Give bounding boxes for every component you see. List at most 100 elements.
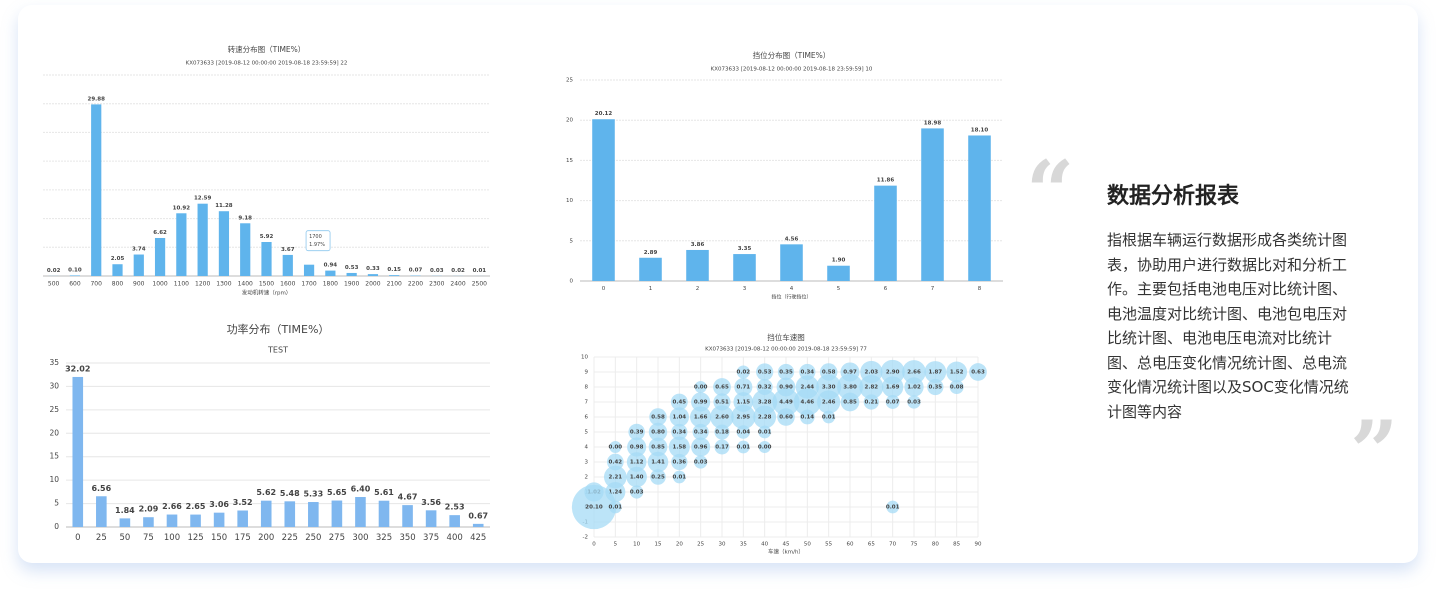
bar bbox=[355, 497, 366, 527]
bubble bbox=[736, 365, 750, 379]
bar bbox=[240, 223, 251, 276]
y-tick-label: 30 bbox=[49, 381, 59, 390]
x-tick-label: 700 bbox=[90, 281, 102, 288]
bar bbox=[827, 265, 850, 281]
x-tick-label: 15 bbox=[655, 542, 662, 548]
bubble-label: 0.85 bbox=[843, 400, 857, 406]
bar bbox=[261, 242, 272, 276]
value-label: 1.90 bbox=[832, 258, 846, 264]
x-tick-label: 1800 bbox=[323, 281, 338, 288]
value-label: 6.62 bbox=[153, 230, 167, 236]
x-tick-label: 300 bbox=[352, 533, 368, 543]
bubble bbox=[902, 360, 926, 384]
bubble-label: 0.35 bbox=[779, 370, 793, 376]
bar bbox=[592, 119, 615, 281]
bar bbox=[282, 254, 293, 276]
x-tick-label: 225 bbox=[282, 533, 298, 543]
value-label: 2.53 bbox=[445, 503, 465, 512]
bubble-label: 0.01 bbox=[673, 475, 687, 481]
bar bbox=[133, 254, 144, 276]
bubble-label: 0.98 bbox=[630, 445, 644, 451]
bubble bbox=[694, 381, 707, 393]
bubble bbox=[672, 470, 686, 484]
bar bbox=[72, 376, 84, 527]
bubble-label: 1.24 bbox=[609, 490, 623, 496]
x-tick-label: 350 bbox=[399, 533, 415, 543]
bar bbox=[874, 185, 897, 281]
x-tick-label: 150 bbox=[211, 533, 227, 543]
value-label: 2.89 bbox=[644, 250, 658, 256]
x-tick-label: 55 bbox=[825, 542, 832, 548]
bubble bbox=[822, 410, 836, 424]
bubble-label: 2.46 bbox=[822, 400, 836, 406]
bubble bbox=[648, 437, 668, 457]
y-tick-label: 0 bbox=[54, 522, 59, 531]
chart-subtitle: KX073633 [2019-08-12 00:00:00 2019-08-18… bbox=[711, 67, 873, 73]
x-tick-label: 35 bbox=[740, 542, 747, 548]
x-tick-label: 800 bbox=[112, 281, 124, 288]
bubble bbox=[736, 440, 750, 454]
bar bbox=[367, 274, 379, 276]
bar bbox=[968, 135, 991, 281]
bubble-label: 0.01 bbox=[886, 505, 900, 511]
bubble-label: 0.14 bbox=[801, 415, 815, 421]
bubble-label: 1.02 bbox=[907, 385, 921, 391]
value-label: 5.48 bbox=[280, 489, 300, 498]
value-label: 5.92 bbox=[260, 234, 274, 240]
bubble-label: 0.96 bbox=[694, 445, 708, 451]
bubble-label: 2.66 bbox=[907, 370, 921, 376]
tooltip bbox=[305, 230, 331, 252]
bar bbox=[389, 275, 400, 276]
bubble bbox=[969, 363, 987, 381]
x-tick-label: 2200 bbox=[408, 281, 423, 288]
bar bbox=[425, 510, 437, 527]
bubble bbox=[710, 405, 734, 429]
bar bbox=[96, 496, 107, 527]
value-label: 6.40 bbox=[351, 485, 371, 494]
y-tick-label: -2 bbox=[583, 535, 588, 541]
bubble-label: 0.58 bbox=[822, 370, 836, 376]
bubble-label: 0.04 bbox=[737, 430, 751, 436]
chart-title: 挡位车速图 bbox=[767, 332, 805, 342]
x-tick-label: 5 bbox=[614, 542, 618, 548]
bubble-label: 1.69 bbox=[886, 385, 900, 391]
bubble bbox=[777, 408, 795, 426]
bubble-label: 1.12 bbox=[630, 460, 644, 466]
bubble-label: 2.03 bbox=[865, 370, 879, 376]
bubble bbox=[836, 373, 864, 401]
bubble-label: 1.15 bbox=[737, 400, 751, 406]
x-tick-label: 1700 bbox=[301, 281, 316, 288]
bubble bbox=[949, 379, 964, 395]
bar bbox=[472, 523, 484, 527]
value-label: 5.62 bbox=[256, 488, 276, 497]
close-quote: ” bbox=[1350, 402, 1399, 501]
bar bbox=[733, 254, 756, 281]
bubble-label: 3.80 bbox=[843, 385, 857, 391]
x-tick-label: 2 bbox=[696, 286, 700, 292]
bubble bbox=[880, 359, 905, 385]
x-tick-label: 250 bbox=[305, 533, 321, 543]
value-label: 3.35 bbox=[738, 246, 752, 252]
chart-title: 功率分布（TIME%） bbox=[227, 322, 330, 336]
bar bbox=[119, 518, 131, 527]
bar bbox=[921, 128, 944, 281]
bubble-label: 0.25 bbox=[651, 475, 665, 481]
chart-subtitle: TEST bbox=[267, 346, 288, 355]
bar bbox=[166, 514, 178, 527]
bubble-label: 0.39 bbox=[630, 430, 644, 436]
bubble-label: 1.52 bbox=[950, 370, 964, 376]
y-tick-label: 35 bbox=[49, 358, 59, 367]
x-tick-label: 400 bbox=[447, 533, 463, 543]
bar bbox=[346, 272, 357, 276]
bubble bbox=[608, 500, 622, 514]
card bbox=[18, 5, 1418, 563]
value-label: 18.10 bbox=[971, 127, 989, 133]
x-tick-label: 0 bbox=[75, 533, 80, 543]
x-tick-label: 100 bbox=[164, 533, 180, 543]
bubble bbox=[904, 377, 924, 397]
bubble bbox=[648, 422, 668, 442]
x-tick-label: 25 bbox=[697, 542, 704, 548]
y-tick-label: 10 bbox=[49, 475, 59, 484]
bubble-label: 0.36 bbox=[673, 460, 687, 466]
bubble bbox=[692, 423, 709, 441]
